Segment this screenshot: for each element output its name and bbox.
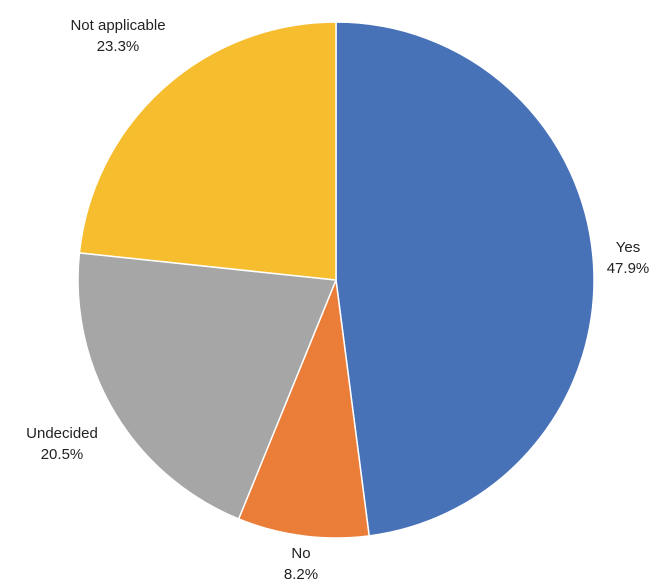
pie-slices	[77, 21, 595, 539]
slice-value-no: 8.2%	[284, 566, 318, 583]
pie-slice-not-applicable	[78, 21, 337, 281]
slice-label-undecided: Undecided	[26, 425, 98, 442]
pie-slice-undecided	[77, 252, 338, 520]
slice-label-no: No	[291, 545, 310, 562]
pie-slice-no	[237, 277, 371, 539]
pie-labels: Yes 47.9% No 8.2% Undecided 20.5% Not applicab…	[26, 17, 649, 583]
slice-label-not-applicable: Not applicable	[70, 17, 165, 34]
slice-value-yes: 47.9%	[607, 260, 650, 277]
slice-value-not-applicable: 23.3%	[97, 38, 140, 55]
pie-slice-yes	[335, 21, 595, 537]
slice-value-undecided: 20.5%	[41, 446, 84, 463]
slice-label-yes: Yes	[616, 239, 640, 256]
